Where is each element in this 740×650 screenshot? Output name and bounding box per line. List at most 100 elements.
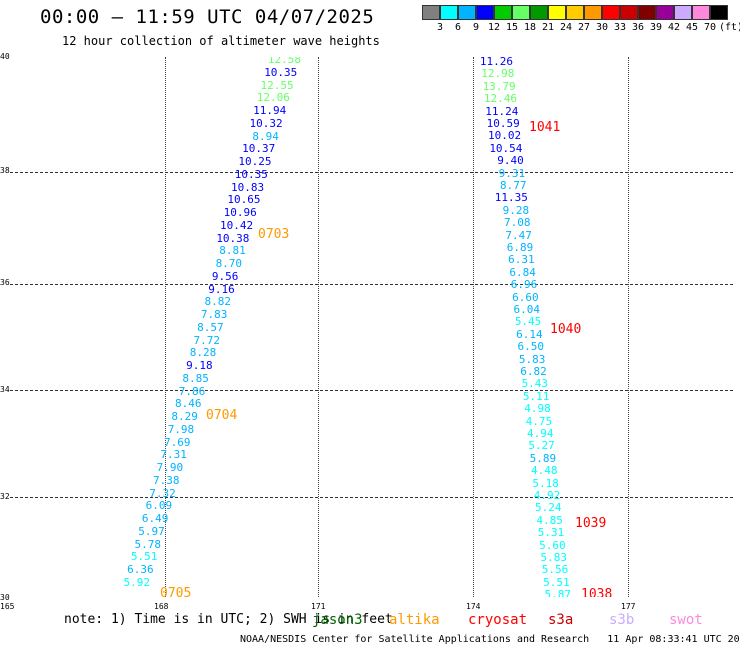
wave-height-value: 4.98	[524, 402, 551, 416]
wave-height-value: 7.98	[167, 422, 195, 436]
wave-height-value: 5.56	[541, 563, 569, 577]
wave-height-value: 6.09	[145, 499, 173, 513]
wave-height-value: 9.18	[186, 359, 213, 372]
wave-height-value: 5.51	[543, 575, 570, 589]
scale-swatch	[692, 5, 710, 20]
wave-height-value: 5.45	[514, 315, 542, 329]
lat-gridline	[10, 497, 733, 498]
scale-label: 6	[454, 22, 462, 33]
credit-line: NOAA/NESDIS Center for Satellite Applica…	[240, 634, 740, 645]
scale-swatch	[602, 5, 620, 20]
scale-swatch	[422, 5, 440, 20]
wave-height-value: 5.31	[537, 526, 565, 540]
wave-height-value: 6.49	[141, 512, 169, 525]
lat-gridline	[10, 390, 733, 391]
wave-height-value: 10.38	[216, 231, 250, 245]
wave-height-value: 7.69	[164, 435, 191, 449]
pass-time-label: 1038	[581, 587, 613, 598]
wave-height-value: 4.92	[533, 489, 561, 502]
scale-label: 9	[472, 22, 480, 33]
wave-height-value: 5.97	[138, 524, 165, 538]
wave-height-value: 5.11	[522, 389, 550, 403]
wave-height-value: 10.35	[234, 167, 268, 181]
wave-height-value: 7.32	[149, 486, 176, 500]
lon-gridline	[165, 57, 166, 597]
wave-height-value: 5.83	[518, 352, 546, 366]
lat-label: 30	[0, 593, 10, 602]
wave-height-value: 7.86	[178, 384, 206, 398]
satellite-label-jason3: jason3	[312, 612, 363, 628]
scale-swatch	[656, 5, 674, 20]
wave-height-value: 4.75	[525, 414, 553, 428]
wave-height-value: 6.82	[520, 365, 547, 378]
lat-label: 32	[0, 492, 10, 501]
lat-gridline	[10, 172, 733, 173]
wave-height-map: 12.58 10.35 12.55 12.06 11.94 10.32 8.94 10.37 1…	[10, 57, 733, 597]
wave-height-value: 6.89	[506, 241, 534, 254]
lat-label: 38	[0, 166, 10, 175]
pass-time-label: 0705	[160, 586, 192, 598]
scale-label: 39	[649, 22, 663, 33]
wave-height-value: 5.18	[532, 476, 559, 490]
wave-height-value: 6.14	[516, 327, 543, 341]
pass-time-label: 1041	[529, 120, 561, 135]
wave-height-value: 8.46	[175, 397, 202, 411]
wave-height-value: 10.96	[223, 206, 257, 219]
scale-swatch	[530, 5, 548, 20]
scale-label: 36	[631, 22, 645, 33]
scale-swatch	[710, 5, 728, 20]
map-title: 00:00 — 11:59 UTC 04/07/2025	[40, 6, 375, 28]
scale-swatch	[584, 5, 602, 20]
scale-label: 42	[667, 22, 681, 33]
wave-height-value: 5.60	[539, 538, 566, 552]
wave-height-value: 11.24	[485, 104, 519, 118]
wave-height-value: 5.87	[544, 588, 572, 597]
scale-label: 15	[505, 22, 519, 33]
lon-gridline	[473, 57, 474, 597]
lon-label: 165	[0, 602, 15, 611]
pass-time-label: 1040	[550, 322, 582, 337]
scale-label: 12	[487, 22, 501, 33]
wave-height-value: 10.35	[264, 65, 298, 79]
lat-label: 40	[0, 52, 10, 61]
map-subtitle: 12 hour collection of altimeter wave hei…	[62, 34, 380, 48]
wave-height-value: 9.31	[498, 166, 526, 180]
wave-height-value: 4.48	[531, 464, 558, 478]
wave-height-value: 12.98	[481, 67, 515, 81]
scale-label: 45	[685, 22, 699, 33]
scale-label: 3	[436, 22, 444, 33]
scale-label: 33	[613, 22, 627, 33]
wave-height-value: 5.43	[521, 377, 549, 391]
wave-height-value: 10.25	[238, 155, 272, 168]
scale-swatch	[458, 5, 476, 20]
wave-height-value: 7.72	[193, 333, 220, 347]
wave-height-value: 12.46	[483, 92, 518, 106]
wave-height-value: 5.51	[130, 550, 158, 564]
wave-height-value: 9.16	[208, 282, 235, 296]
wave-height-value: 13.79	[482, 79, 516, 93]
wave-height-value: 10.83	[231, 180, 265, 194]
wave-height-value: 8.29	[171, 410, 198, 423]
pass-time-label: 0703	[258, 227, 290, 242]
scale-swatch	[674, 5, 692, 20]
wave-height-value: 5.92	[123, 575, 151, 589]
satellite-label-cryosat: cryosat	[468, 612, 528, 628]
wave-height-value: 11.94	[253, 104, 287, 117]
wave-height-value: 8.82	[204, 295, 232, 309]
wave-height-value: 7.90	[156, 461, 184, 474]
satellite-label-swot: swot	[669, 612, 703, 628]
wave-height-value: 8.81	[219, 244, 246, 258]
wave-height-value: 12.58	[267, 57, 301, 66]
scale-label: 30	[595, 22, 609, 33]
lon-label: 177	[621, 602, 636, 611]
wave-height-value: 8.57	[197, 320, 224, 334]
wave-height-value: 4.85	[536, 513, 563, 527]
wave-height-value: 8.77	[499, 179, 527, 192]
wave-height-value: 5.24	[535, 501, 562, 515]
wave-height-value: 10.59	[486, 117, 520, 130]
wave-height-value: 8.94	[252, 129, 279, 143]
scale-swatch	[566, 5, 584, 20]
wave-height-value: 5.27	[528, 439, 555, 453]
scale-swatch	[638, 5, 656, 20]
wave-height-value: 5.83	[540, 551, 567, 564]
